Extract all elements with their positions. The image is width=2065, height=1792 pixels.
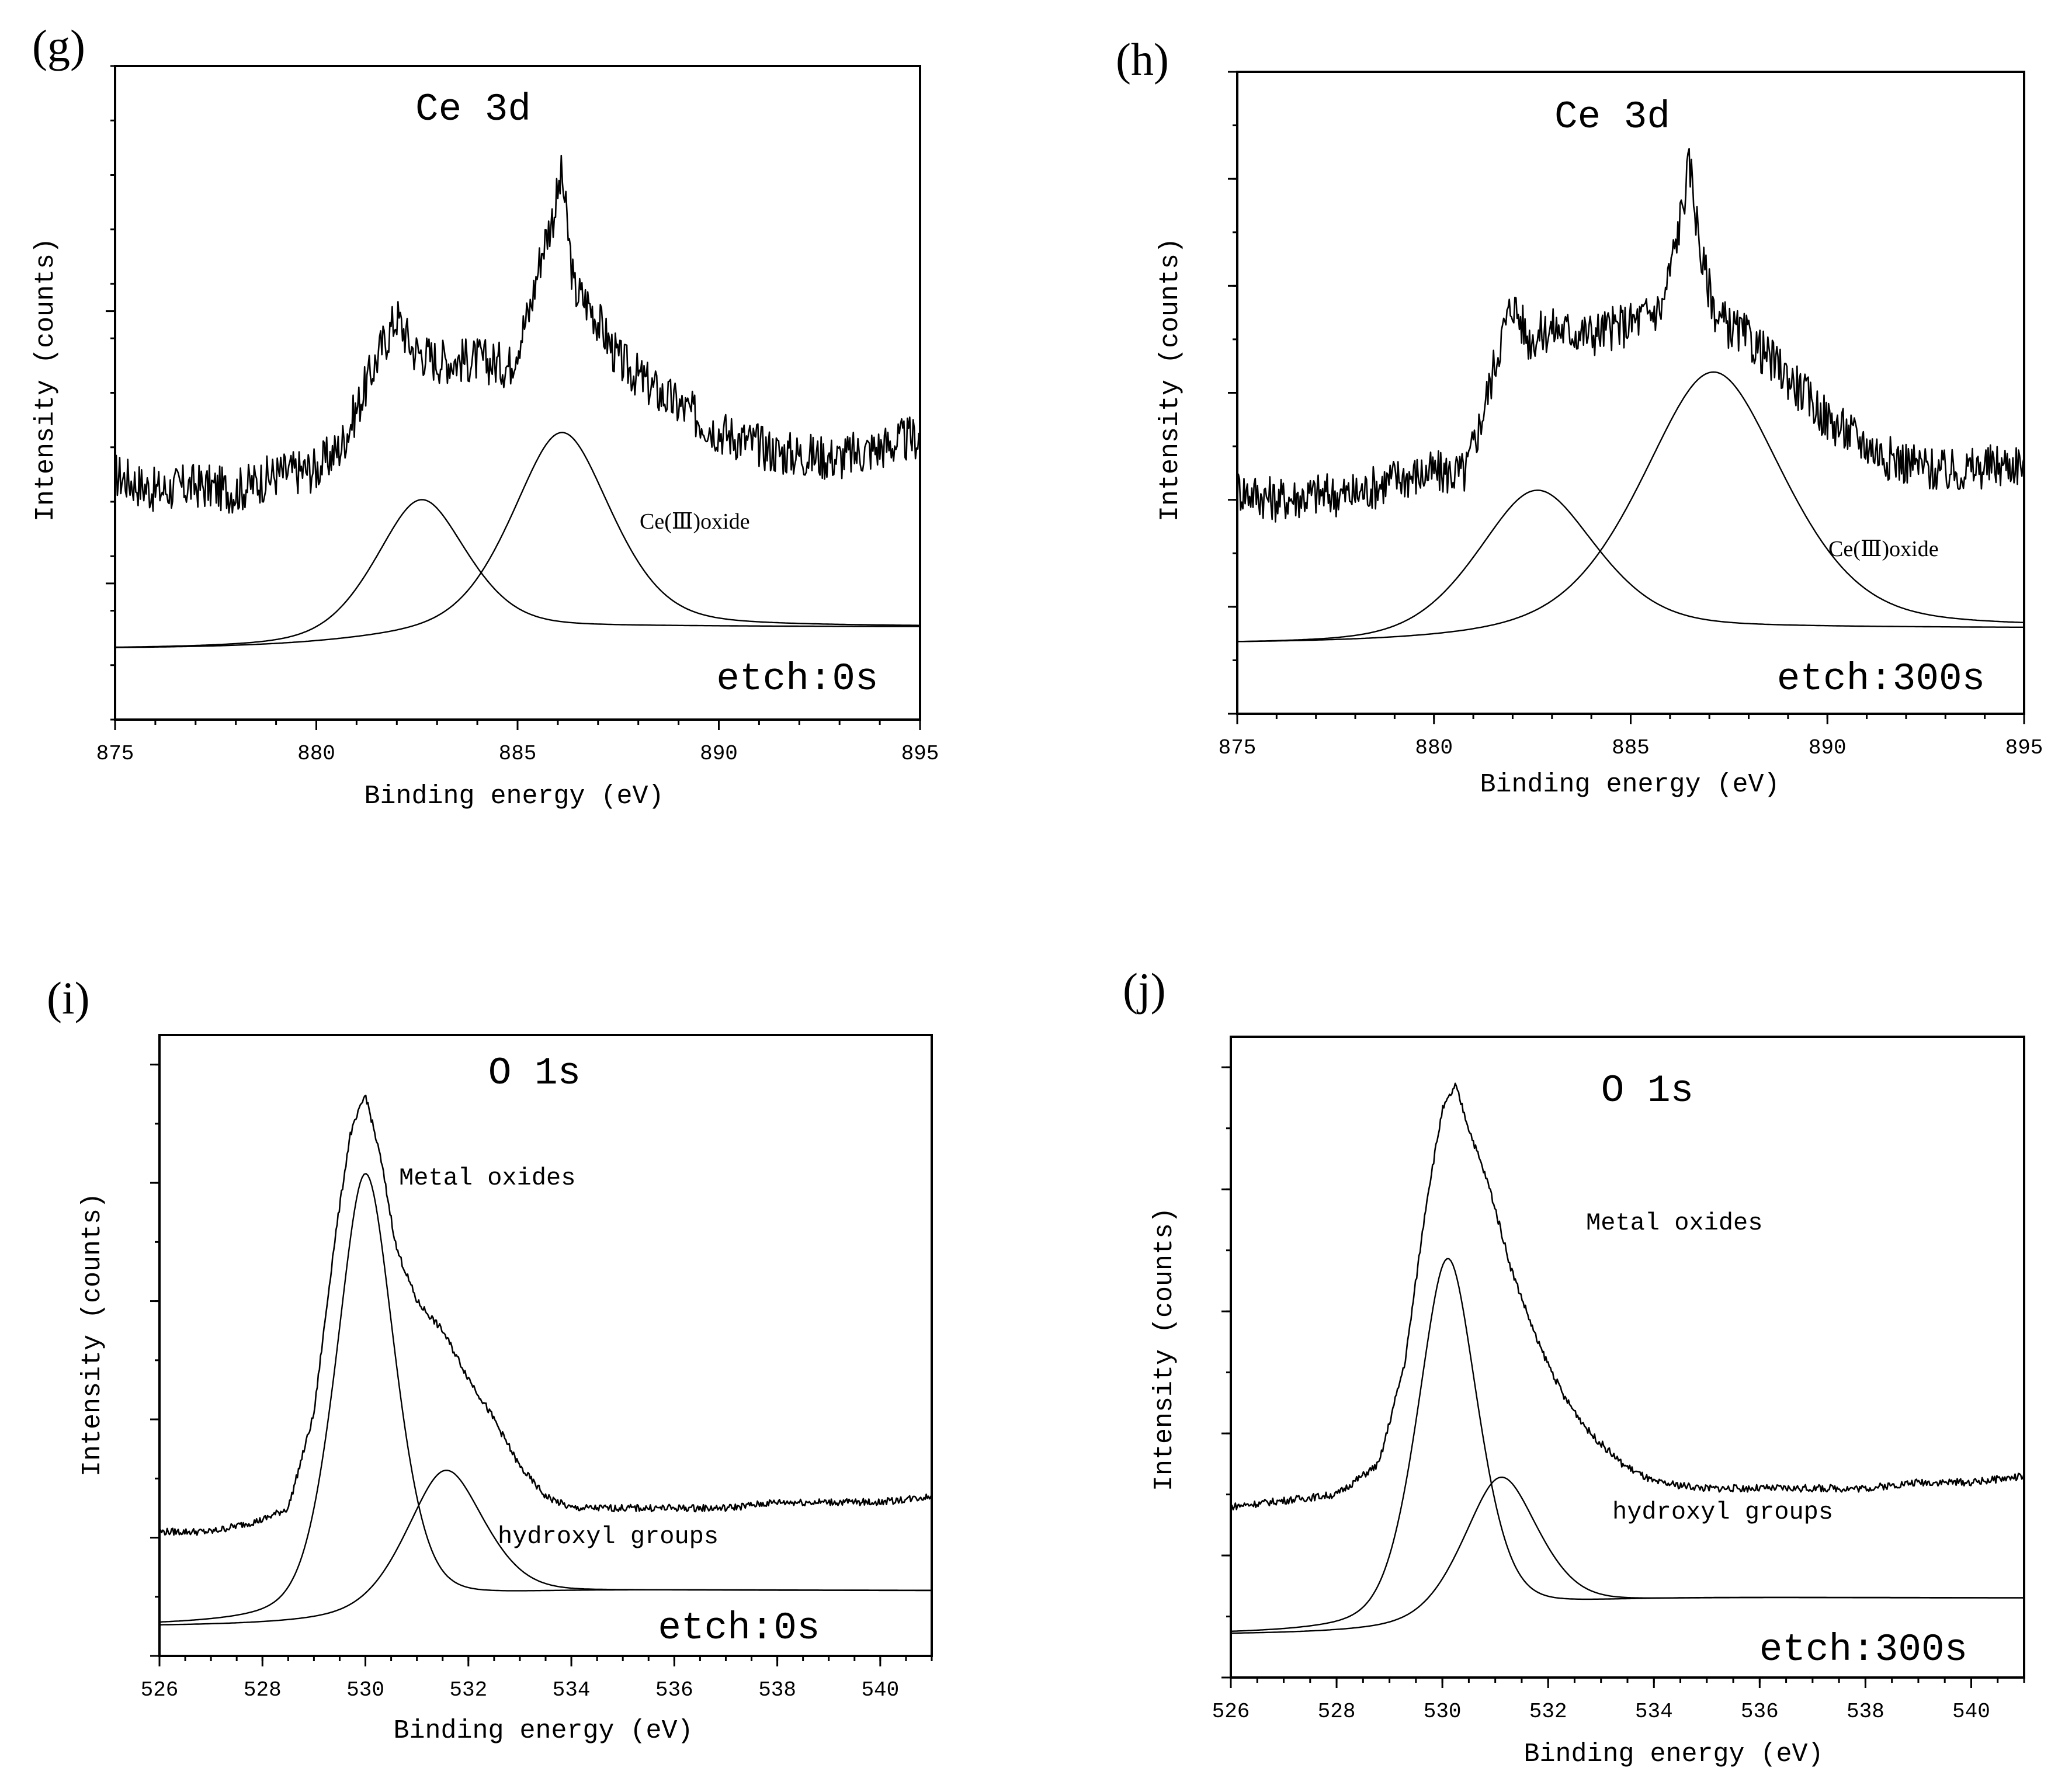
etch-label: etch:0s (716, 657, 878, 701)
annotation-label: hydroxyl groups (1612, 1498, 1833, 1526)
fitted-peak-line (115, 432, 920, 648)
x-tick-label: 534 (1635, 1700, 1673, 1724)
x-axis-title: Binding energy (eV) (364, 782, 664, 811)
fitted-peak-line (1237, 371, 2025, 643)
x-tick-label: 532 (1529, 1700, 1567, 1724)
fitted-peak-line (159, 1470, 932, 1626)
x-tick-label: 528 (244, 1678, 282, 1702)
x-tick-label: 538 (758, 1678, 796, 1702)
raw-spectrum-line (158, 1095, 933, 1536)
x-tick-label: 526 (141, 1678, 179, 1702)
etch-label: etch:0s (658, 1606, 820, 1650)
x-tick-label: 534 (553, 1678, 591, 1702)
x-tick-label: 885 (1612, 736, 1650, 760)
y-axis-title: Intensity (counts) (31, 238, 61, 522)
panel-label: (i) (47, 973, 90, 1023)
fitted-peak-line (115, 499, 920, 648)
y-axis-title: Intensity (counts) (1150, 1207, 1179, 1491)
chart-panel-h: (h) 875 880 885 890 895 Binding energy (eV) Int… (1116, 34, 2043, 800)
etch-label: etch:300s (1759, 1628, 1967, 1672)
raw-spectrum-line (114, 154, 921, 514)
x-tick-label: 895 (901, 742, 939, 766)
panel-label: (h) (1116, 34, 1169, 85)
x-tick-label: 532 (449, 1678, 487, 1702)
x-tick-label: 890 (1809, 736, 1847, 760)
x-tick-label: 540 (861, 1678, 899, 1702)
x-axis-title: Binding energy (eV) (1523, 1739, 1823, 1769)
x-tick-label: 880 (297, 742, 335, 766)
chart-title: O 1s (488, 1051, 581, 1095)
panel-label: (g) (32, 20, 85, 71)
x-tick-label: 538 (1847, 1700, 1884, 1724)
chart-title: Ce 3d (415, 88, 531, 131)
x-tick-label: 530 (1424, 1700, 1462, 1724)
chart-panel-g: (g) 875 880 885 890 895 Binding energy (eV) Int… (31, 20, 939, 811)
annotation-label: Ce(Ⅲ)oxide (640, 509, 750, 534)
x-tick-label: 526 (1212, 1700, 1250, 1724)
etch-label: etch:300s (1777, 657, 1985, 701)
annotation-label: hydroxyl groups (498, 1523, 719, 1551)
annotation-label: Metal oxides (1586, 1209, 1762, 1237)
raw-spectrum-line (1236, 148, 2025, 523)
x-tick-label: 895 (2005, 736, 2043, 760)
y-axis-title: Intensity (counts) (1155, 238, 1185, 522)
x-tick-label: 890 (700, 742, 738, 766)
x-tick-label: 528 (1318, 1700, 1356, 1724)
chart-panel-j: (j) 526 528 530 532 534 536 538 540 Binding energ… (1123, 964, 2025, 1769)
x-axis-title: Binding energy (eV) (1480, 770, 1779, 800)
x-axis-title: Binding energy (eV) (393, 1716, 693, 1746)
raw-spectrum-line (1230, 1082, 2025, 1510)
fitted-peak-line (1230, 1476, 2025, 1634)
x-tick-label: 536 (1741, 1700, 1779, 1724)
panel-label: (j) (1123, 964, 1166, 1015)
x-tick-label: 875 (1219, 736, 1257, 760)
annotation-label: Metal oxides (399, 1164, 575, 1192)
x-tick-label: 540 (1952, 1700, 1990, 1724)
chart-title: O 1s (1601, 1069, 1693, 1113)
y-axis-title: Intensity (counts) (78, 1193, 107, 1477)
x-tick-label: 880 (1415, 736, 1453, 760)
chart-title: Ce 3d (1554, 95, 1670, 139)
x-tick-label: 530 (346, 1678, 384, 1702)
annotation-label: Ce(Ⅲ)oxide (1828, 537, 1939, 561)
x-tick-label: 875 (96, 742, 134, 766)
x-tick-label: 536 (655, 1678, 693, 1702)
x-tick-label: 885 (499, 742, 537, 766)
fitted-peak-line (1237, 489, 2025, 643)
chart-panel-i: (i) 526 528 530 532 534 536 538 540 Binding energ… (47, 973, 933, 1746)
